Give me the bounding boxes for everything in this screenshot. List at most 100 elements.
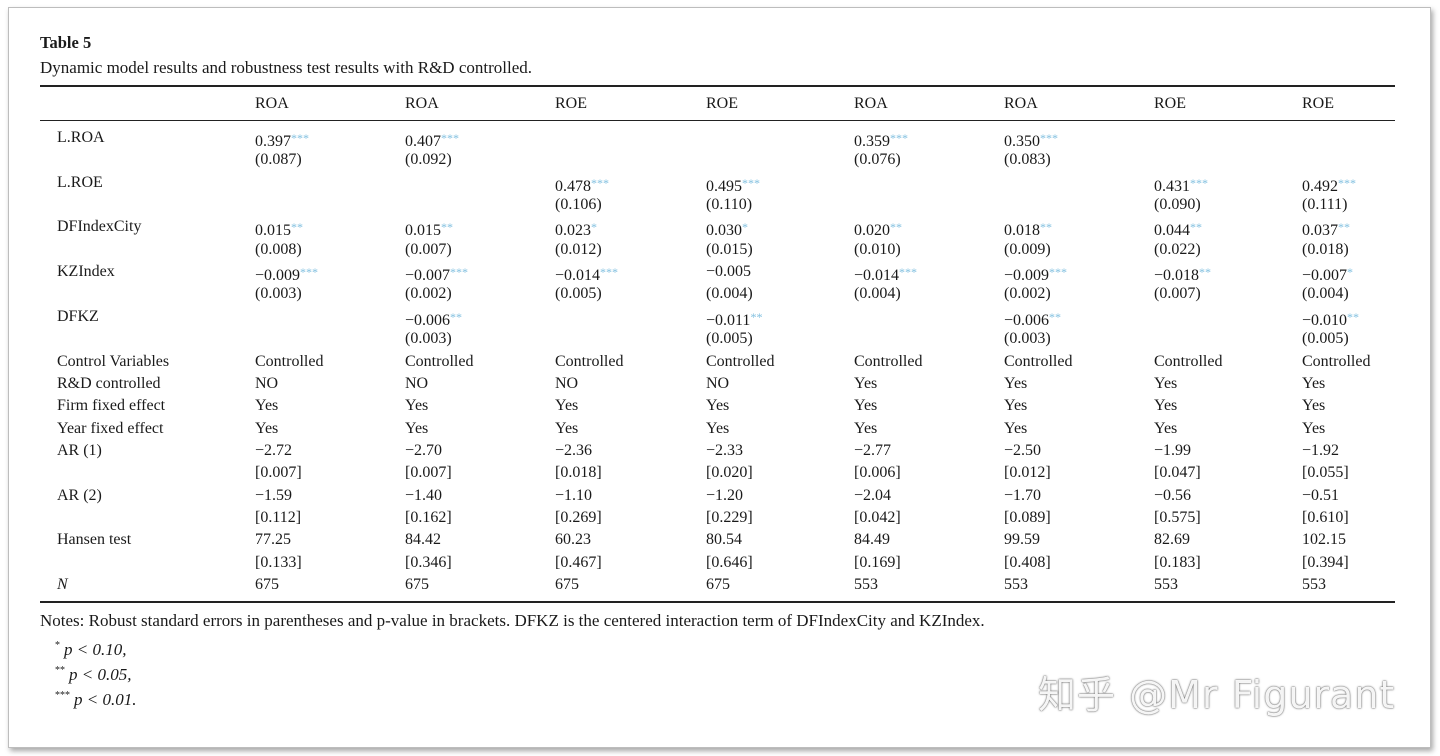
watermark: 知乎 @Mr Figurant (1038, 673, 1396, 717)
significance-stars: ** (1199, 265, 1212, 280)
coefficient-cell: 0.359*** (854, 128, 908, 152)
standard-error-cell: [0.183] (1154, 553, 1201, 571)
coefficient-cell: 82.69 (1154, 530, 1190, 550)
standard-error-cell: [0.089] (1004, 508, 1051, 526)
standard-error-cell: [0.467] (555, 553, 602, 571)
row-label: Hansen test (57, 531, 132, 549)
coefficient-value: 84.49 (854, 531, 890, 549)
footnote-mark: *** (55, 690, 70, 701)
coefficient-value: 0.359 (854, 133, 890, 150)
coefficient-cell: Yes (1154, 419, 1177, 439)
coefficient-cell: −1.59 (255, 486, 292, 506)
coefficient-value: 0.478 (555, 177, 591, 195)
coefficient-value: Controlled (854, 352, 923, 370)
coefficient-cell: 0.478*** (555, 173, 609, 197)
coefficient-cell: 0.030* (706, 217, 748, 241)
footnote: ** p < 0.05, (55, 661, 131, 685)
standard-error-cell: [0.162] (405, 508, 452, 526)
coefficient-cell: 0.015** (405, 217, 453, 241)
coefficient-value: −0.007 (405, 267, 451, 285)
coefficient-cell: −0.007* (1302, 262, 1353, 286)
standard-error-cell: [0.646] (706, 553, 753, 571)
coefficient-value: 0.018 (1004, 222, 1040, 240)
standard-error-cell: [0.394] (1302, 553, 1349, 571)
coefficient-cell: 0.023* (555, 217, 597, 241)
significance-stars: *** (1040, 131, 1058, 145)
coefficient-cell: 675 (555, 575, 579, 595)
standard-error-cell: [0.012] (1004, 464, 1051, 482)
row-label: R&D controlled (57, 374, 161, 392)
significance-stars: *** (591, 175, 609, 190)
coefficient-value: NO (255, 374, 279, 392)
standard-error-cell: [0.007] (255, 464, 302, 482)
footnote: *** p < 0.01. (55, 686, 136, 710)
coefficient-value: −0.011 (706, 311, 751, 329)
significance-stars: ** (890, 220, 902, 235)
coefficient-value: −0.014 (854, 267, 900, 285)
coefficient-value: Yes (1004, 397, 1028, 415)
coefficient-cell: −2.77 (854, 441, 891, 461)
coefficient-value: 80.54 (706, 531, 742, 549)
coefficient-value: −0.014 (555, 267, 601, 285)
coefficient-value: −1.10 (555, 486, 593, 504)
coefficient-value: Controlled (706, 352, 775, 370)
coefficient-cell: Yes (1154, 396, 1177, 416)
standard-error-cell: (0.004) (1302, 285, 1349, 303)
coefficient-cell: Yes (1154, 374, 1177, 394)
coefficient-cell: Controlled (1154, 352, 1222, 372)
coefficient-value: NO (405, 374, 429, 392)
coefficient-cell: Yes (555, 396, 578, 416)
row-label: KZIndex (57, 263, 115, 281)
coefficient-value: 553 (854, 576, 878, 593)
coefficient-cell: 84.42 (405, 530, 441, 550)
coefficient-value: Yes (405, 397, 429, 415)
coefficient-value: 675 (555, 576, 579, 593)
coefficient-cell: −0.005 (706, 262, 751, 282)
standard-error-cell: (0.087) (255, 151, 302, 169)
coefficient-value: 0.015 (255, 222, 291, 240)
standard-error-cell: (0.007) (1154, 285, 1201, 303)
coefficient-value: −0.010 (1302, 311, 1348, 329)
coefficient-cell: Controlled (405, 352, 473, 372)
coefficient-cell: −0.007*** (405, 262, 468, 286)
footnote-mark: * (55, 640, 60, 651)
coefficient-value: NO (555, 374, 579, 392)
coefficient-cell: −0.018** (1154, 262, 1211, 286)
coefficient-cell: 0.431*** (1154, 173, 1208, 197)
significance-stars: ** (291, 220, 303, 235)
standard-error-cell: [0.007] (405, 464, 452, 482)
coefficient-cell: 0.407*** (405, 128, 459, 152)
footnote-mark: ** (55, 665, 65, 676)
significance-stars: *** (600, 265, 619, 280)
coefficient-cell: Controlled (1004, 352, 1072, 372)
coefficient-value: Yes (854, 419, 878, 437)
coefficient-value: Yes (854, 397, 878, 415)
coefficient-value: 77.25 (255, 531, 291, 549)
column-header: ROE (555, 95, 587, 112)
coefficient-value: −2.36 (555, 441, 593, 459)
coefficient-cell: Controlled (555, 352, 623, 372)
coefficient-value: 0.492 (1302, 177, 1338, 195)
coefficient-cell: Yes (706, 396, 729, 416)
significance-stars: *** (1338, 175, 1356, 190)
significance-stars: *** (1190, 175, 1208, 190)
standard-error-cell: [0.055] (1302, 464, 1349, 482)
standard-error-cell: [0.047] (1154, 464, 1201, 482)
coefficient-cell: 553 (1302, 575, 1326, 595)
coefficient-cell: −0.011** (706, 307, 762, 331)
coefficient-cell: Yes (555, 419, 578, 439)
coefficient-cell: −2.04 (854, 486, 891, 506)
coefficient-cell: −1.20 (706, 486, 743, 506)
coefficient-value: Controlled (1154, 352, 1223, 370)
standard-error-cell: (0.003) (255, 285, 302, 303)
standard-error-cell: [0.042] (854, 508, 901, 526)
significance-stars: ** (1040, 220, 1052, 235)
coefficient-value: Controlled (1302, 352, 1371, 370)
coefficient-value: Yes (255, 397, 279, 415)
coefficient-value: −0.007 (1302, 267, 1348, 285)
coefficient-cell: −1.70 (1004, 486, 1041, 506)
standard-error-cell: [0.133] (255, 553, 302, 571)
row-label: Firm fixed effect (57, 397, 166, 415)
coefficient-value: Yes (255, 419, 279, 437)
significance-stars: *** (742, 175, 760, 190)
